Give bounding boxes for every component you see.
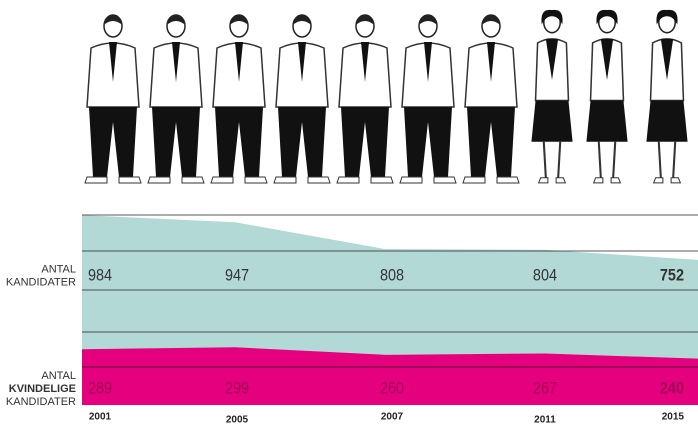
row-label: KANDIDATER: [6, 276, 76, 288]
value-label: 752: [660, 266, 684, 284]
value-label: 804: [533, 266, 557, 284]
value-label: 240: [660, 379, 684, 397]
value-label: 267: [533, 379, 557, 397]
row-label: KANDIDATER: [6, 396, 76, 408]
x-tick-label: 2015: [662, 412, 685, 423]
row-label: ANTAL: [41, 370, 76, 382]
figures: [85, 10, 688, 183]
x-tick-label: 2001: [89, 412, 112, 423]
value-label: 808: [380, 266, 404, 284]
x-tick-label: 2011: [534, 415, 556, 426]
infographic: 984947808804752ANTALKANDIDATER2892992602…: [0, 0, 698, 428]
value-label: 289: [88, 379, 112, 397]
row-label: KVINDELIGE: [9, 383, 76, 395]
x-tick-label: 2005: [226, 415, 249, 426]
row-label: ANTAL: [41, 263, 76, 275]
x-tick-label: 2007: [381, 412, 404, 423]
value-label: 299: [225, 379, 249, 397]
value-label: 984: [88, 266, 112, 284]
value-label: 947: [225, 266, 249, 284]
value-label: 260: [380, 379, 404, 397]
